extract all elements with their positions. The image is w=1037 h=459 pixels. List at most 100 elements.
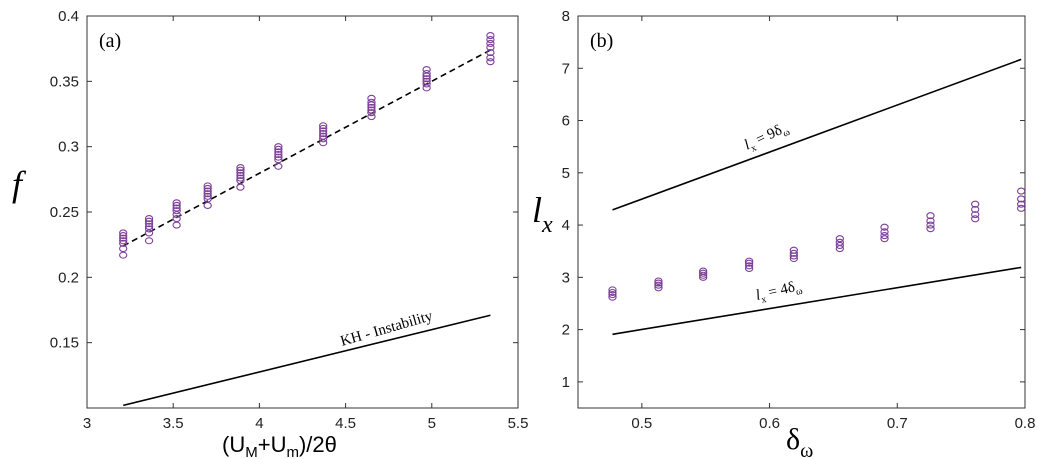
data-point: [971, 215, 980, 223]
data-point: [319, 122, 328, 130]
data-point: [789, 249, 798, 257]
data-point: [274, 148, 283, 156]
data-point: [203, 182, 212, 190]
markers-b: [608, 187, 1026, 301]
data-point: [144, 217, 154, 225]
data-point: [367, 109, 376, 117]
data-point: [236, 177, 245, 185]
data-point: [119, 237, 128, 245]
data-point: [119, 234, 128, 242]
data-point: [926, 225, 935, 233]
data-point: [274, 145, 283, 153]
data-point: [789, 246, 798, 254]
kh-instability-label: KH - Instability: [339, 308, 435, 350]
data-point: [835, 238, 844, 246]
data-point: [1017, 195, 1026, 203]
x-tick-label: 4: [255, 415, 263, 432]
data-point: [119, 251, 128, 259]
data-point: [880, 223, 889, 231]
data-point: [367, 94, 376, 102]
data-point: [319, 135, 328, 143]
data-point: [880, 231, 889, 240]
data-point: [144, 237, 154, 245]
data-point: [422, 75, 431, 83]
data-point: [486, 35, 495, 44]
data-point: [486, 43, 495, 51]
data-point: [319, 130, 328, 138]
y-tick-label: 7: [562, 60, 570, 77]
data-point: [319, 127, 328, 135]
data-point: [926, 221, 935, 229]
data-point: [203, 195, 212, 203]
data-point: [119, 231, 128, 240]
data-point: [1017, 204, 1026, 212]
data-point: [422, 80, 431, 88]
data-point: [119, 245, 128, 253]
panel-b: 0.5 0.6 0.7 0.8 1 2 3 4 5 6 7 8 (b) lx = 9δω lx = 4…: [532, 8, 1035, 459]
data-point: [274, 153, 283, 161]
y-tick-label: 2: [562, 322, 570, 339]
data-point: [422, 69, 431, 78]
data-point: [367, 98, 376, 106]
data-point: [486, 54, 495, 62]
data-point: [144, 220, 154, 228]
data-point: [654, 284, 663, 292]
data-point: [367, 106, 376, 114]
line-label-4: lx = 4δω: [754, 278, 804, 307]
x-tick-label: 0.5: [631, 415, 652, 432]
y-tick-label: 3: [562, 269, 570, 286]
data-point: [319, 132, 328, 140]
x-tick-label: 0.8: [1015, 415, 1036, 432]
x-tick-label: 4.5: [335, 415, 356, 432]
data-point: [203, 190, 212, 198]
data-point: [119, 229, 128, 237]
data-point: [274, 162, 283, 170]
y-tick-label: 4: [562, 217, 570, 234]
data-point: [172, 201, 181, 210]
y-tick-label: 0.3: [58, 139, 79, 156]
data-point: [144, 222, 154, 230]
data-point: [203, 192, 212, 200]
data-point: [172, 199, 181, 207]
x-tick-label: 0.7: [887, 415, 908, 432]
data-point: [880, 235, 889, 243]
data-point: [422, 66, 431, 74]
data-point: [1017, 200, 1026, 208]
data-point: [144, 225, 154, 233]
data-point: [119, 239, 128, 247]
y-tick-label: 0.15: [50, 335, 79, 352]
data-point: [172, 207, 181, 215]
data-point: [1017, 187, 1026, 195]
panel-label-b: (b): [590, 30, 613, 52]
data-point: [835, 241, 844, 250]
markers-a: [119, 32, 495, 259]
x-tick-label: 3.5: [163, 415, 184, 432]
data-point: [971, 205, 980, 213]
data-point: [203, 201, 212, 210]
data-point: [236, 169, 245, 177]
y-tick-label: 6: [562, 113, 570, 130]
lines-b: [612, 58, 1022, 336]
data-point: [608, 286, 617, 294]
y-tick-label: 0.35: [50, 73, 79, 90]
data-point: [880, 228, 889, 236]
data-point: [486, 39, 495, 47]
panel-a: 3 3.5 4 4.5 5 5.5 0.15 0.2 0.25 0.3 0.35 0.4 (a) KH…: [12, 8, 528, 459]
data-point: [319, 124, 328, 132]
data-point: [367, 103, 376, 112]
data-point: [236, 171, 245, 179]
data-point: [236, 174, 245, 182]
x-tick-label: 0.6: [759, 415, 780, 432]
data-point: [744, 257, 754, 265]
reference-line: [123, 314, 491, 407]
line-label-9: lx = 9δω: [742, 119, 792, 156]
axes-box-a: [86, 15, 519, 409]
data-point: [203, 187, 212, 195]
data-point: [172, 214, 181, 223]
data-point: [926, 212, 935, 220]
x-tick-label: 5: [428, 415, 436, 432]
ylabel-b: lx: [532, 190, 553, 238]
data-point: [203, 184, 212, 193]
data-point: [172, 204, 181, 212]
